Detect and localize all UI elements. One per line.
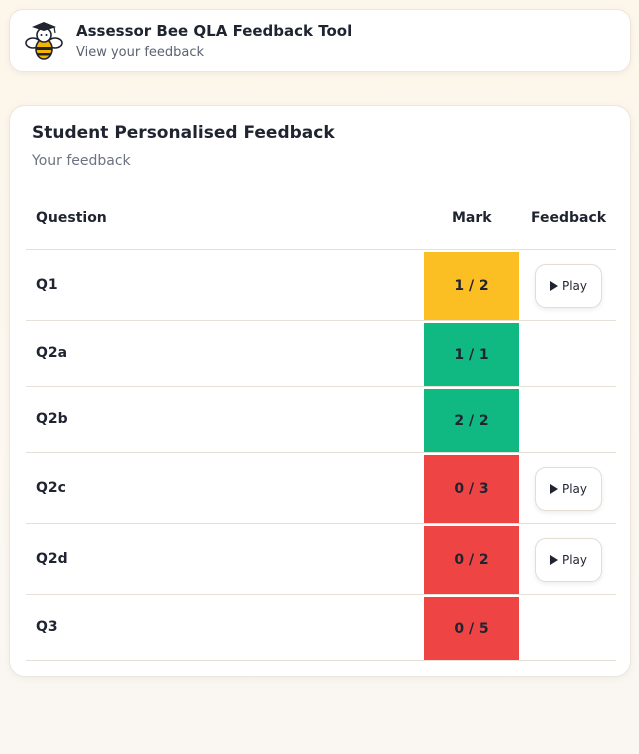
question-label: Q1	[36, 276, 58, 293]
column-header-feedback: Feedback	[531, 210, 607, 226]
table-row: Q2b 2 / 2	[26, 387, 616, 453]
table-row: Q2c 0 / 3 Play	[26, 453, 616, 524]
play-icon	[549, 483, 558, 494]
play-feedback-button[interactable]: Play	[535, 537, 602, 582]
play-button-label: Play	[561, 552, 588, 567]
play-button-label: Play	[561, 278, 588, 293]
question-label: Q2d	[36, 550, 68, 567]
table-row: Q2a 1 / 1	[26, 321, 616, 387]
column-header-question: Question	[36, 210, 107, 226]
page-subtitle: Your feedback	[32, 153, 131, 169]
bee-logo-icon	[25, 22, 63, 60]
table-row: Q2d 0 / 2 Play	[26, 524, 616, 595]
question-label: Q2a	[36, 345, 68, 361]
mark-badge: 1 / 1	[424, 323, 519, 386]
play-icon	[549, 554, 558, 565]
app-title: Assessor Bee QLA Feedback Tool	[76, 22, 353, 40]
feedback-card: Student Personalised Feedback Your feedb…	[9, 105, 631, 677]
question-label: Q2c	[36, 479, 66, 496]
play-feedback-button[interactable]: Play	[535, 263, 602, 308]
question-label: Q3	[36, 619, 58, 635]
play-icon	[549, 280, 558, 291]
mark-badge: 0 / 3	[424, 455, 519, 523]
table-header-divider	[26, 249, 616, 250]
table-row: Q3 0 / 5	[26, 595, 616, 661]
play-button-label: Play	[561, 481, 588, 496]
table-row: Q1 1 / 2 Play	[26, 250, 616, 321]
page-title: Student Personalised Feedback	[32, 123, 335, 143]
mark-badge: 0 / 2	[424, 526, 519, 594]
question-label: Q2b	[36, 411, 68, 427]
mark-badge: 0 / 5	[424, 597, 519, 660]
mark-badge: 1 / 2	[424, 252, 519, 320]
play-feedback-button[interactable]: Play	[535, 466, 602, 511]
mark-badge: 2 / 2	[424, 389, 519, 452]
column-header-mark: Mark	[452, 210, 492, 226]
app-subtitle: View your feedback	[76, 45, 205, 60]
app-header: Assessor Bee QLA Feedback Tool View your…	[9, 9, 631, 72]
